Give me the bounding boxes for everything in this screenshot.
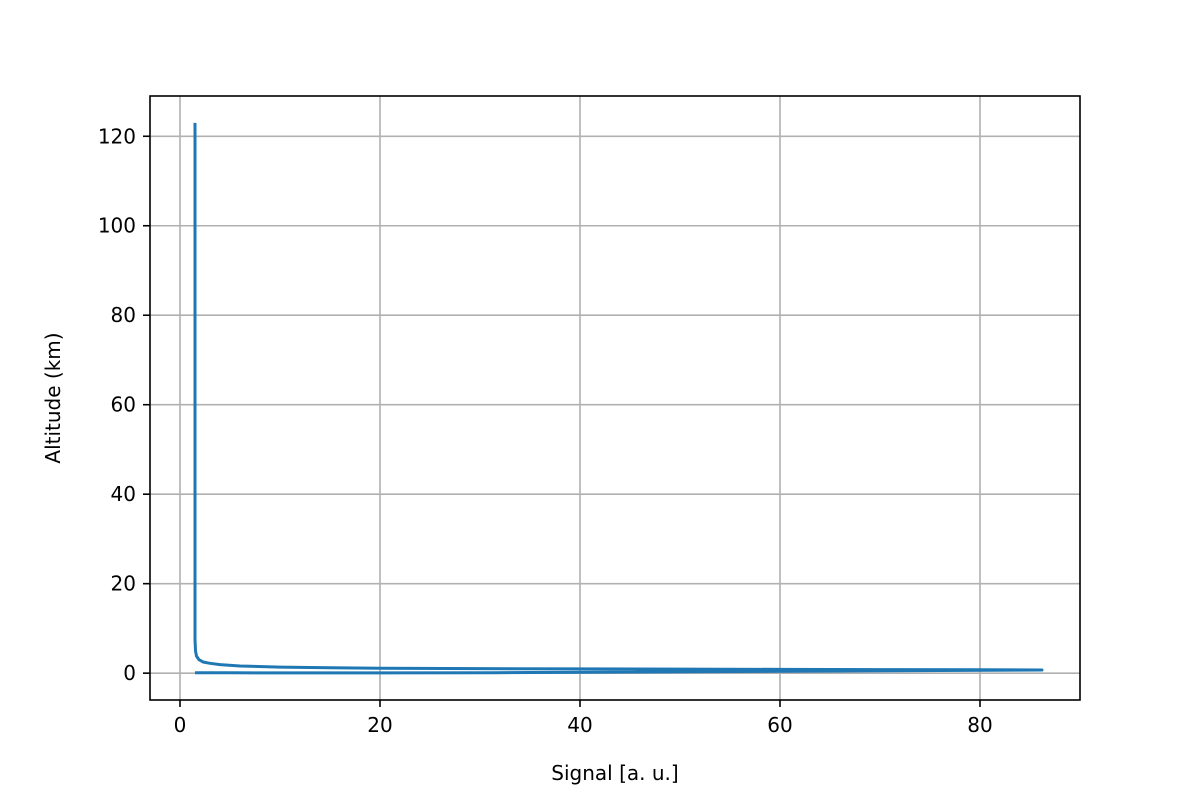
y-tick-label: 80 (111, 303, 136, 327)
axis-ticks: 0 20 40 60 80 0 20 40 60 80 100 120 (98, 124, 993, 737)
x-tick-label: 60 (767, 713, 792, 737)
y-axis-title: Altitude (km) (41, 332, 65, 463)
x-tick-label: 80 (967, 713, 992, 737)
x-axis-title: Signal [a. u.] (551, 761, 678, 785)
series-line-0 (193, 122, 1044, 675)
x-tick-label: 20 (367, 713, 392, 737)
plot-area (193, 122, 1044, 675)
grid (150, 96, 1080, 700)
x-tick-label: 0 (174, 713, 187, 737)
plot-frame (149, 95, 1081, 701)
y-tick-label: 40 (111, 482, 136, 506)
y-tick-label: 120 (98, 124, 136, 148)
x-tick-label: 40 (567, 713, 592, 737)
y-tick-label: 20 (111, 572, 136, 596)
y-tick-label: 0 (123, 661, 136, 685)
y-tick-label: 100 (98, 214, 136, 238)
y-tick-label: 60 (111, 393, 136, 417)
